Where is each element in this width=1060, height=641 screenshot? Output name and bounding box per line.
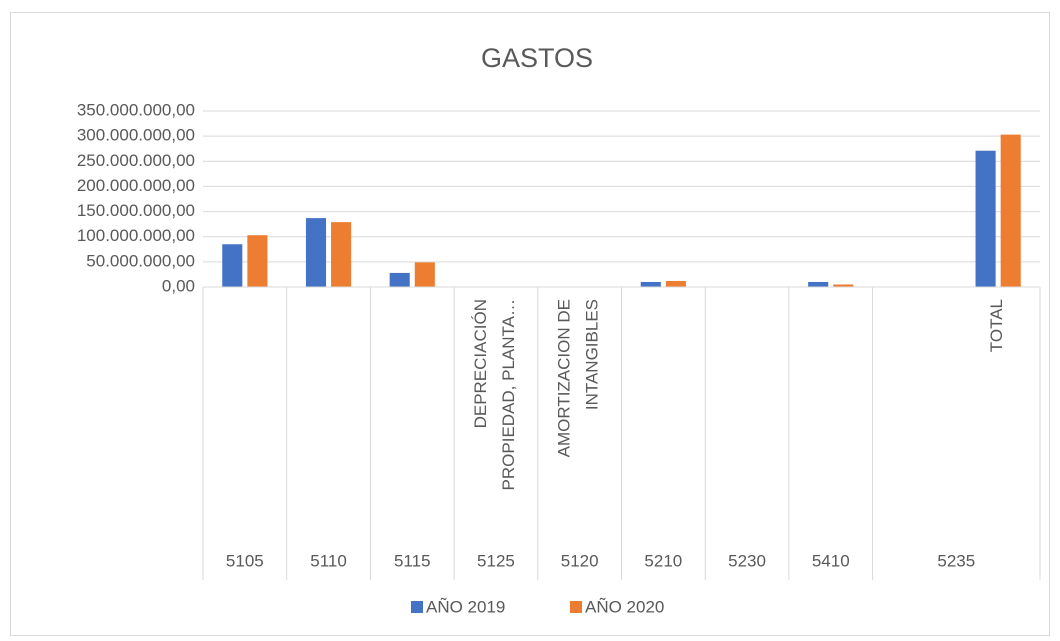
bar xyxy=(1000,134,1021,287)
legend-label: AÑO 2019 xyxy=(426,597,505,616)
category-label: DEPRECIACIÓN PROPIEDAD, PLANTA… xyxy=(471,299,518,490)
bar xyxy=(305,218,327,287)
bar xyxy=(640,281,661,287)
category-label: TOTAL xyxy=(988,299,1007,352)
group-label: 5230 xyxy=(728,551,766,570)
bar xyxy=(389,272,410,287)
y-tick-label: 0,00 xyxy=(162,276,195,295)
category-label: AMORTIZACION DE INTANGIBLES xyxy=(555,299,602,457)
y-tick-label: 150.000.000,00 xyxy=(77,201,195,220)
bar xyxy=(247,235,268,287)
bar xyxy=(975,150,996,287)
legend-swatch xyxy=(570,601,582,613)
group-label: 5125 xyxy=(477,551,515,570)
y-tick-label: 300.000.000,00 xyxy=(77,126,195,145)
y-tick-label: 100.000.000,00 xyxy=(77,226,195,245)
bar xyxy=(665,280,686,287)
group-label: 5110 xyxy=(310,551,347,570)
bar xyxy=(414,262,435,287)
group-label: 5235 xyxy=(937,551,975,570)
group-label: 5120 xyxy=(561,551,599,570)
legend-label: AÑO 2020 xyxy=(585,597,664,616)
bar xyxy=(222,244,243,287)
bar xyxy=(331,222,352,287)
group-label: 5210 xyxy=(644,551,682,570)
bar xyxy=(833,284,854,287)
chart-border xyxy=(10,12,1050,636)
bar xyxy=(808,281,829,287)
group-label: 5410 xyxy=(812,551,850,570)
group-label: 5115 xyxy=(394,551,431,570)
y-tick-label: 200.000.000,00 xyxy=(77,176,195,195)
group-label: 5105 xyxy=(226,551,264,570)
y-tick-label: 350.000.000,00 xyxy=(77,100,195,119)
y-tick-label: 250.000.000,00 xyxy=(77,151,195,170)
y-tick-label: 50.000.000,00 xyxy=(86,251,195,270)
chart-title: GASTOS xyxy=(481,43,593,73)
legend-swatch xyxy=(411,601,423,613)
